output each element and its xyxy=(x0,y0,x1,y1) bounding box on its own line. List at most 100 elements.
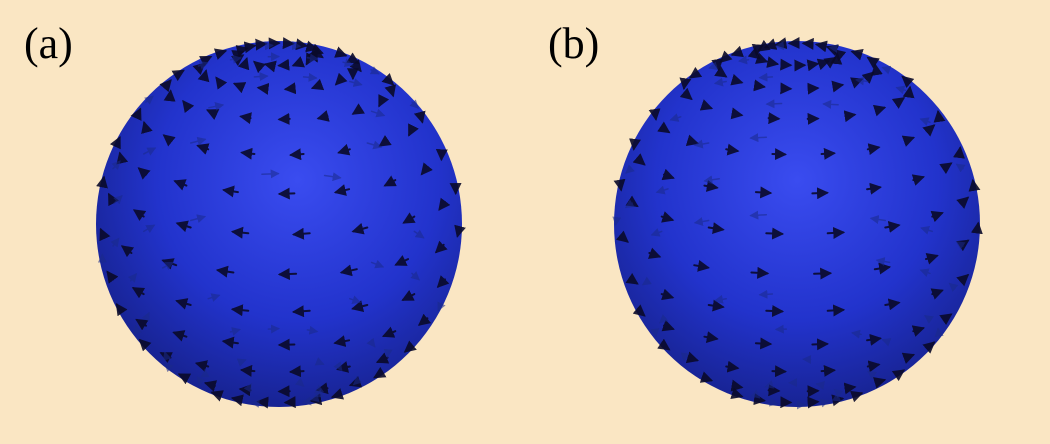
sphere-b-body xyxy=(614,41,980,407)
panel-label-b: (b) xyxy=(548,22,599,66)
field-arrow xyxy=(242,49,247,50)
field-arrow xyxy=(938,112,939,116)
field-arrow xyxy=(262,174,278,175)
field-arrow xyxy=(960,148,961,152)
field-arrow xyxy=(812,193,827,194)
field-arrow xyxy=(291,154,304,155)
field-arrow xyxy=(170,91,171,96)
field-arrow xyxy=(266,64,269,65)
field-arrow xyxy=(822,370,834,371)
field-arrow xyxy=(871,73,873,75)
field-arrow xyxy=(258,402,265,403)
field-arrow xyxy=(255,62,257,63)
field-arrow xyxy=(307,62,308,64)
field-arrow xyxy=(834,58,835,59)
field-arrow xyxy=(242,370,255,371)
field-arrow xyxy=(826,401,828,402)
field-arrow xyxy=(759,50,760,51)
field-arrow xyxy=(835,390,836,391)
field-arrow xyxy=(814,273,830,274)
field-arrow xyxy=(246,59,247,61)
field-arrow xyxy=(751,215,767,216)
field-arrow xyxy=(836,399,842,400)
field-arrow xyxy=(774,403,777,404)
field-arrow xyxy=(846,115,855,116)
field-arrow xyxy=(776,46,783,47)
field-arrow xyxy=(737,81,742,82)
sphere-b xyxy=(614,41,980,407)
field-arrow xyxy=(978,224,979,229)
field-arrow xyxy=(634,145,635,149)
field-arrow xyxy=(311,398,316,399)
sphere-a-body xyxy=(96,41,462,407)
field-arrow xyxy=(242,153,254,154)
field-arrow xyxy=(828,310,844,311)
field-arrow xyxy=(254,76,267,77)
field-arrow xyxy=(766,386,768,387)
field-arrow xyxy=(303,402,307,403)
field-arrow xyxy=(846,387,855,388)
field-arrow xyxy=(766,46,768,47)
field-arrow xyxy=(828,232,844,233)
field-arrow xyxy=(769,390,779,391)
field-arrow xyxy=(758,57,759,58)
field-arrow xyxy=(822,153,834,154)
field-arrow xyxy=(817,384,820,385)
field-arrow xyxy=(769,118,779,119)
field-arrow xyxy=(302,385,304,386)
field-arrow xyxy=(252,402,256,403)
field-arrow xyxy=(751,137,767,138)
field-arrow xyxy=(857,393,861,395)
field-arrow xyxy=(973,181,974,185)
field-arrow xyxy=(387,352,388,357)
field-arrow xyxy=(280,193,295,194)
field-arrow xyxy=(758,86,764,87)
field-arrow xyxy=(826,61,828,62)
field-arrow xyxy=(294,64,297,65)
field-arrow xyxy=(766,233,782,234)
field-arrow xyxy=(721,60,723,62)
field-arrow xyxy=(620,185,621,189)
field-arrow xyxy=(286,89,293,90)
field-arrow xyxy=(756,192,770,193)
field-arrow xyxy=(312,48,316,49)
field-arrow xyxy=(811,402,818,403)
field-arrow xyxy=(758,400,764,401)
field-arrow xyxy=(291,371,304,372)
field-arrow xyxy=(250,46,254,47)
field-arrow xyxy=(302,45,306,46)
field-arrow xyxy=(655,333,656,337)
field-arrow xyxy=(836,85,842,86)
field-arrow xyxy=(817,45,820,46)
field-arrow xyxy=(760,77,772,78)
field-arrow xyxy=(268,329,278,330)
field-arrow xyxy=(241,389,251,390)
field-arrow xyxy=(294,233,310,234)
field-arrow xyxy=(616,220,617,225)
field-arrow xyxy=(205,71,206,75)
field-arrow xyxy=(751,273,767,274)
field-arrow xyxy=(655,115,656,119)
field-arrow xyxy=(766,311,782,312)
panel-label-a: (a) xyxy=(24,22,73,66)
field-arrow xyxy=(774,63,777,64)
field-arrow xyxy=(250,384,251,386)
field-arrow xyxy=(280,119,290,120)
field-arrow xyxy=(835,50,836,51)
field-arrow xyxy=(830,47,836,48)
field-arrow xyxy=(760,294,772,295)
field-arrow xyxy=(294,311,310,312)
field-arrow xyxy=(824,104,838,105)
field-arrow xyxy=(812,344,827,345)
field-arrow xyxy=(293,46,300,47)
field-arrow xyxy=(777,44,780,45)
field-arrow xyxy=(772,371,785,372)
sphere-a xyxy=(96,41,462,407)
field-arrow xyxy=(764,61,766,62)
field-arrow xyxy=(733,53,737,55)
field-arrow xyxy=(756,343,770,344)
field-arrow xyxy=(758,397,759,398)
field-arrow xyxy=(938,329,939,333)
